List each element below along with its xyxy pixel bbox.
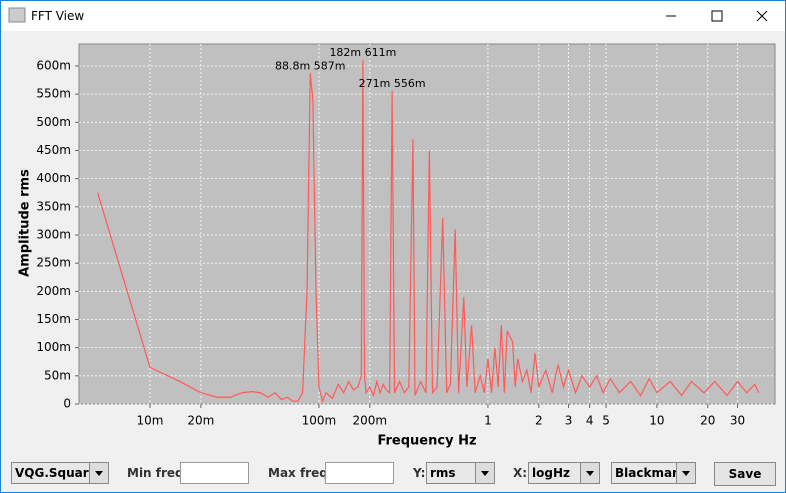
title-bar: FFT View — [1, 1, 785, 31]
peak-annotation: 182m 611m — [329, 46, 396, 59]
y-mode-dropdown[interactable]: rms — [426, 462, 495, 484]
x-tick-label: 100m — [302, 414, 337, 428]
y-tick-label: 300m — [36, 227, 71, 241]
app-icon — [8, 7, 26, 23]
x-tick-label: 20 — [700, 414, 715, 428]
window-fn-value: Blackman — [615, 466, 681, 480]
maximize-icon[interactable] — [711, 10, 723, 22]
x-axis-label: Frequency Hz — [377, 434, 476, 449]
y-tick-label: 50m — [44, 368, 71, 382]
y-tick-label: 150m — [36, 312, 71, 326]
y-tick-label: 400m — [36, 171, 71, 185]
x-tick-label: 10 — [649, 414, 664, 428]
y-mode-value: rms — [430, 466, 456, 480]
max-freq-input[interactable] — [325, 462, 394, 484]
y-mode-label: Y: — [413, 466, 426, 480]
x-tick-label: 30 — [730, 414, 745, 428]
y-tick-label: 200m — [36, 284, 71, 298]
chart: Amplitude rms Frequency Hz 0 50m 100m 150m 2… — [18, 43, 776, 449]
y-tick-label: 500m — [36, 115, 71, 129]
title-icons — [8, 7, 768, 23]
x-tick-label: 10m — [137, 414, 164, 428]
y-tick-label: 0 — [63, 397, 71, 411]
spectrum-line — [97, 59, 760, 404]
signal-value: VQG.Square — [15, 466, 97, 480]
y-tick-label: 450m — [36, 143, 71, 157]
x-tick-label: 2 — [535, 414, 543, 428]
y-tick-label: 100m — [36, 340, 71, 354]
peak-annotation: 88.8m 587m — [275, 59, 345, 72]
peak-annotation: 271m 556m — [359, 77, 426, 90]
y-axis-label: Amplitude rms — [18, 169, 33, 277]
save-label: Save — [728, 467, 762, 481]
y-tick-label: 350m — [36, 199, 71, 213]
y-tick-label: 600m — [36, 58, 71, 72]
x-tick-label: 4 — [586, 414, 594, 428]
x-mode-dropdown[interactable]: logHz — [528, 462, 600, 484]
x-tick-label: 5 — [602, 414, 610, 428]
x-tick-label: 1 — [484, 414, 492, 428]
min-freq-label: Min freq: — [127, 466, 189, 480]
save-button[interactable]: Save — [714, 462, 776, 486]
x-tick-label: 3 — [565, 414, 573, 428]
close-icon[interactable] — [756, 10, 768, 22]
x-tick-label: 20m — [187, 414, 214, 428]
window-title: FFT View — [31, 9, 85, 23]
x-tick-label: 200m — [353, 414, 388, 428]
max-freq-label: Max freq: — [268, 466, 333, 480]
x-mode-label: X: — [513, 466, 528, 480]
window-fn-dropdown[interactable]: Blackman — [611, 462, 696, 484]
y-tick-label: 550m — [36, 87, 71, 101]
min-freq-input[interactable] — [180, 462, 249, 484]
y-tick-label: 250m — [36, 256, 71, 270]
x-mode-value: logHz — [532, 466, 570, 480]
signal-dropdown[interactable]: VQG.Square — [11, 462, 109, 484]
